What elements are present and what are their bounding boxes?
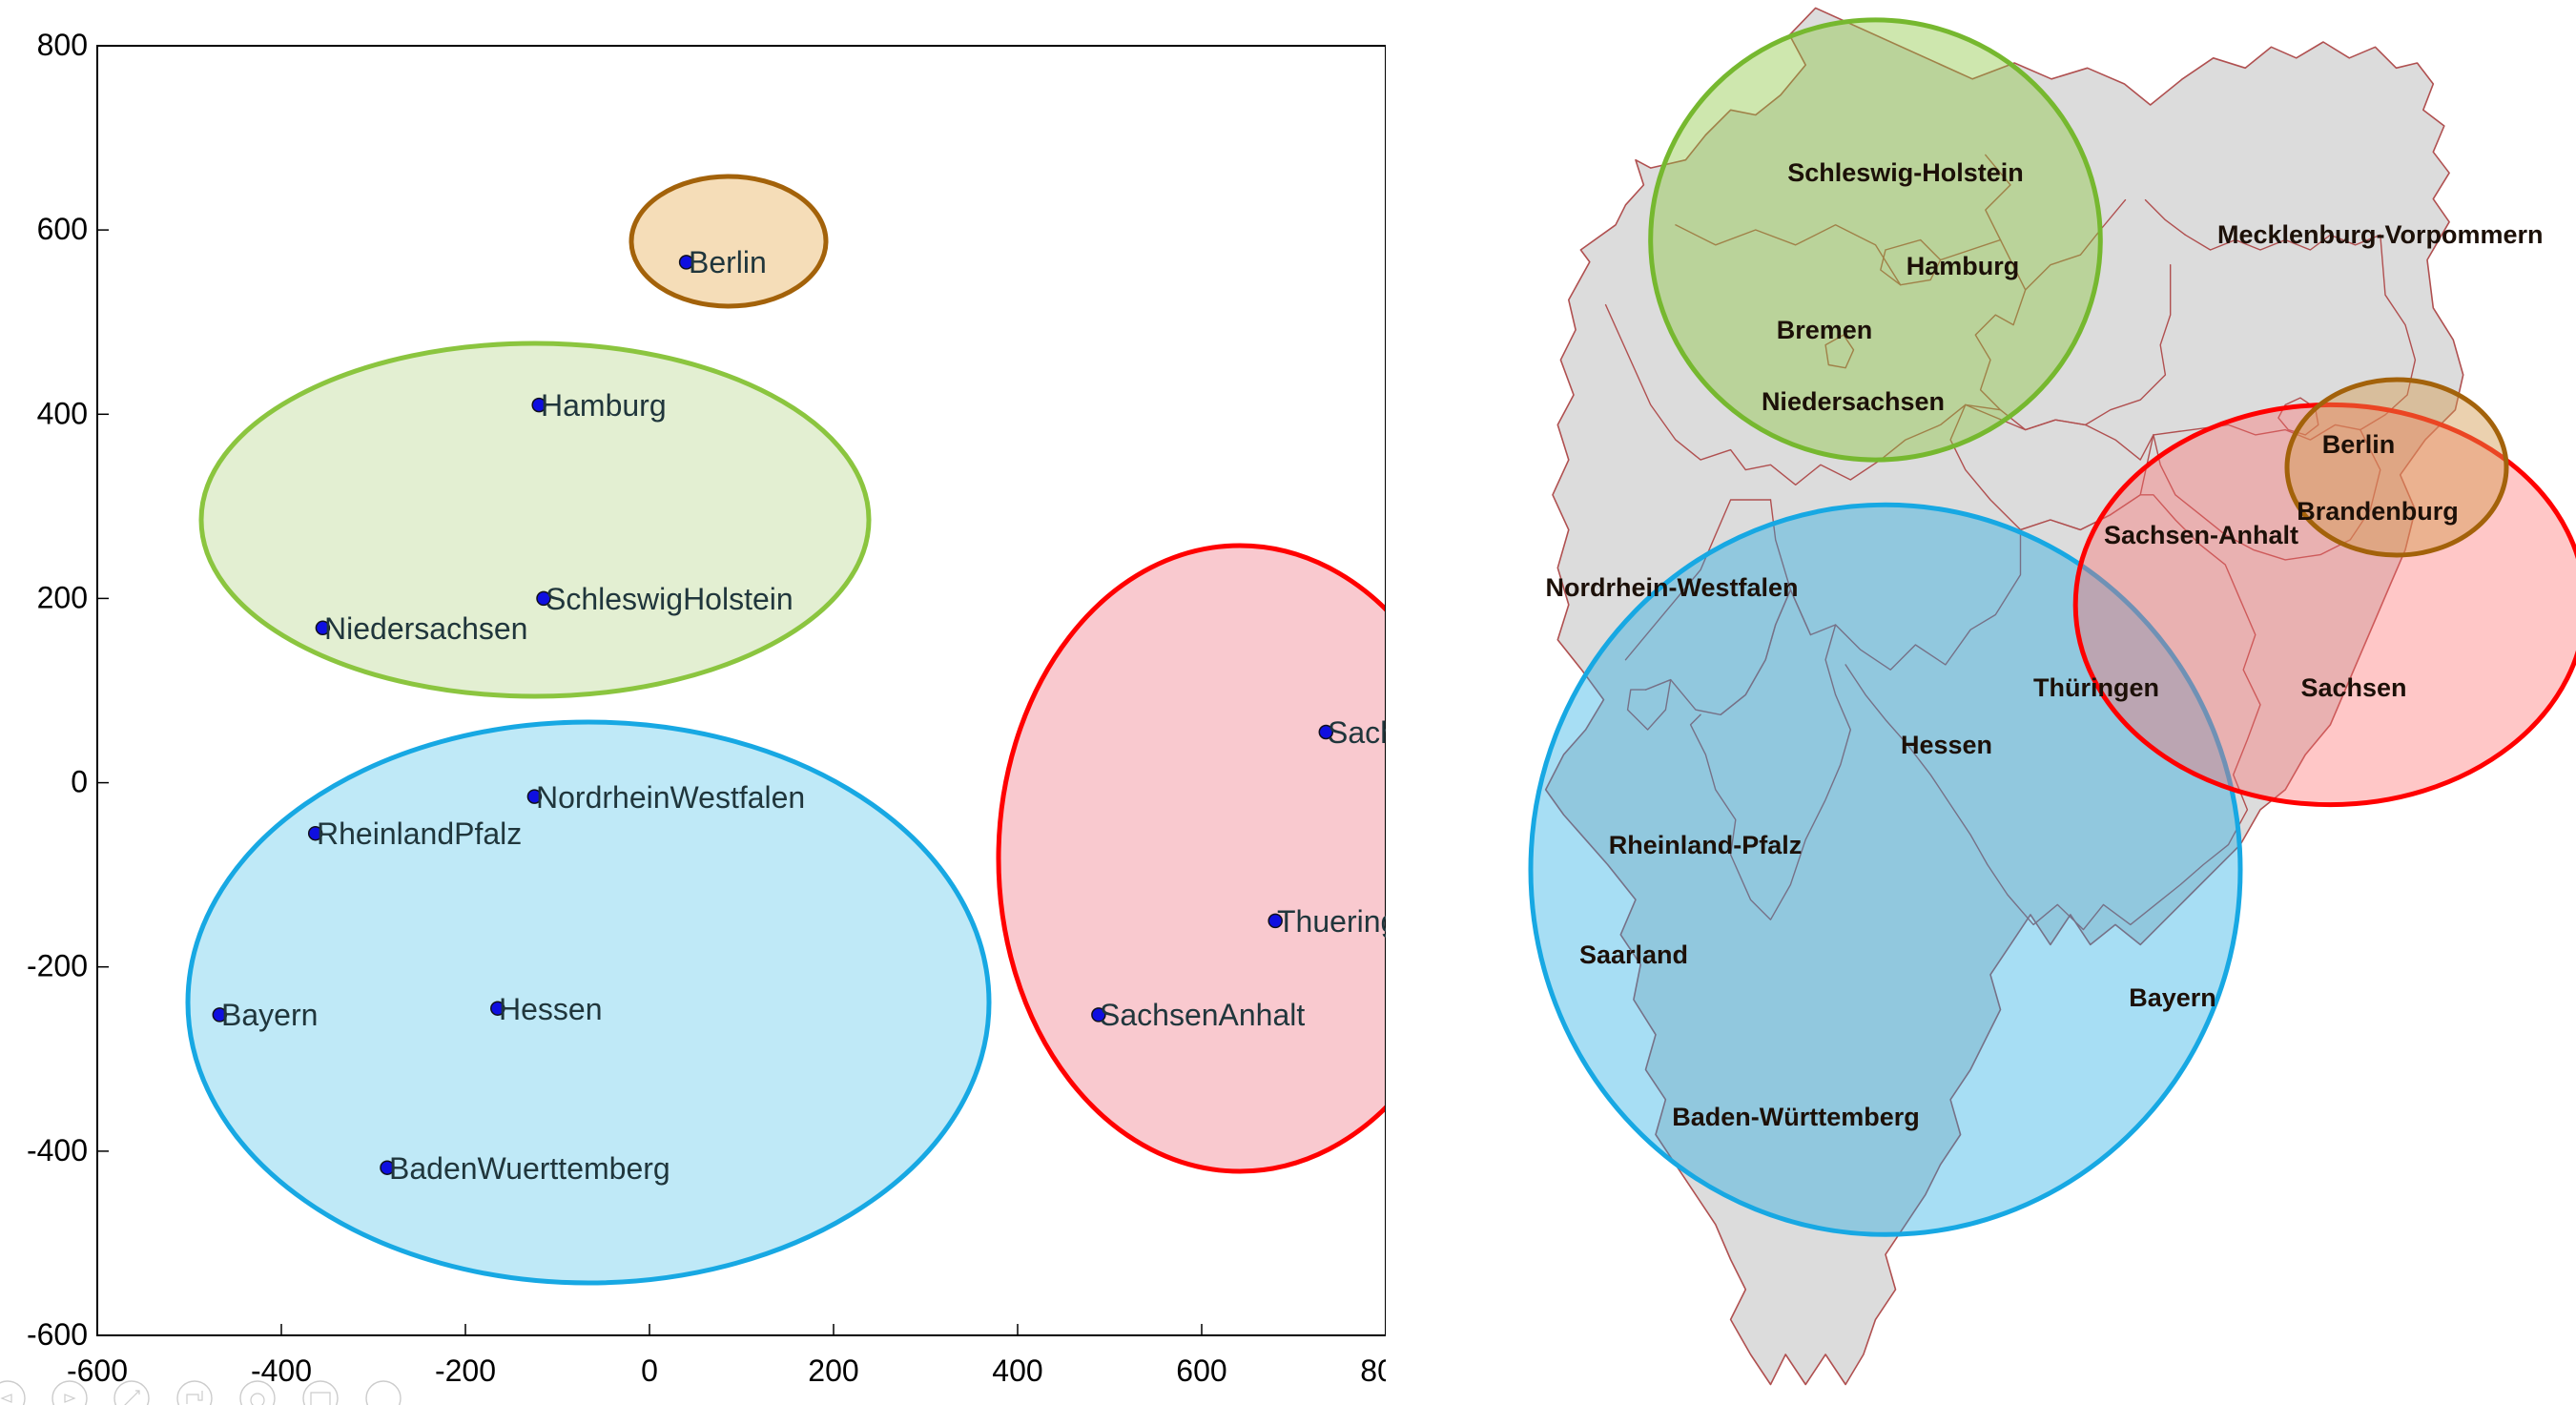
svg-text:Hessen: Hessen — [1901, 731, 1992, 759]
svg-text:Rheinland-Pfalz: Rheinland-Pfalz — [1609, 831, 1803, 859]
svg-text:-200: -200 — [27, 949, 88, 983]
svg-text:SchleswigHolstein: SchleswigHolstein — [546, 582, 793, 616]
svg-text:Baden-Württemberg: Baden-Württemberg — [1672, 1103, 1920, 1131]
svg-text:800: 800 — [37, 28, 88, 62]
svg-text:Sachsen-Anhalt: Sachsen-Anhalt — [2104, 521, 2298, 549]
svg-text:400: 400 — [992, 1353, 1042, 1388]
svg-text:600: 600 — [1176, 1353, 1226, 1388]
svg-text:Berlin: Berlin — [689, 245, 767, 279]
svg-text:Thüringen: Thüringen — [2033, 673, 2159, 702]
svg-text:Bayern: Bayern — [221, 998, 318, 1032]
svg-text:NordrheinWestfalen: NordrheinWestfalen — [536, 780, 805, 815]
svg-text:-400: -400 — [27, 1133, 88, 1167]
svg-text:-600: -600 — [27, 1317, 88, 1352]
svg-text:600: 600 — [37, 212, 88, 246]
svg-text:400: 400 — [37, 396, 88, 430]
svg-text:Saarland: Saarland — [1579, 940, 1688, 969]
svg-text:Mecklenburg-Vorpommern: Mecklenburg-Vorpommern — [2217, 220, 2544, 249]
svg-text:SachsenAnhalt: SachsenAnhalt — [1100, 998, 1305, 1032]
svg-text:Thueringen: Thueringen — [1277, 904, 1386, 939]
svg-text:BadenWuerttemberg: BadenWuerttemberg — [389, 1151, 670, 1186]
svg-text:-400: -400 — [251, 1353, 312, 1388]
svg-text:Brandenburg: Brandenburg — [2297, 497, 2459, 526]
svg-text:Niedersachsen: Niedersachsen — [1762, 387, 1945, 416]
svg-text:Sachsen: Sachsen — [1328, 715, 1386, 750]
svg-text:800: 800 — [1360, 1353, 1386, 1388]
svg-text:Hamburg: Hamburg — [1906, 252, 2020, 280]
svg-text:200: 200 — [808, 1353, 858, 1388]
svg-text:Nordrhein-Westfalen: Nordrhein-Westfalen — [1545, 573, 1798, 602]
svg-text:RheinlandPfalz: RheinlandPfalz — [317, 816, 522, 851]
svg-text:0: 0 — [71, 765, 88, 799]
svg-text:Bayern: Bayern — [2129, 983, 2216, 1012]
svg-text:-200: -200 — [435, 1353, 496, 1388]
svg-text:Sachsen: Sachsen — [2300, 673, 2406, 702]
svg-text:Hamburg: Hamburg — [541, 388, 667, 423]
svg-text:Bremen: Bremen — [1777, 316, 1873, 344]
svg-text:0: 0 — [641, 1353, 658, 1388]
svg-text:Hessen: Hessen — [499, 992, 603, 1026]
svg-text:Schleswig-Holstein: Schleswig-Holstein — [1787, 158, 2024, 187]
svg-text:200: 200 — [37, 580, 88, 614]
svg-text:Berlin: Berlin — [2322, 430, 2396, 459]
svg-text:Niedersachsen: Niedersachsen — [324, 611, 527, 646]
